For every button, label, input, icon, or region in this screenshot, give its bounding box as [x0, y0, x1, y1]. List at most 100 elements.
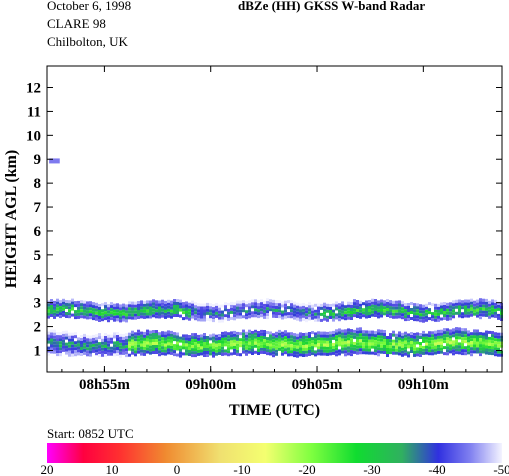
radar-cell	[179, 339, 182, 343]
radar-cell	[200, 349, 203, 353]
radar-cell	[311, 307, 314, 311]
radar-cell	[374, 349, 377, 353]
radar-cell	[236, 349, 239, 353]
radar-cell	[59, 312, 62, 316]
radar-cell	[392, 339, 395, 343]
radar-cell	[176, 299, 179, 302]
radar-cell	[185, 334, 188, 338]
radar-cell	[368, 300, 371, 303]
radar-cell	[437, 344, 440, 348]
radar-cell	[245, 334, 248, 338]
radar-cell	[371, 301, 374, 305]
radar-cell	[77, 337, 80, 341]
radar-cell	[467, 302, 470, 306]
radar-cell	[395, 315, 398, 319]
radar-cell	[101, 315, 104, 319]
radar-cell	[401, 301, 404, 305]
radar-cell	[116, 315, 119, 319]
radar-cell	[128, 313, 131, 317]
radar-cell	[206, 308, 209, 312]
radar-cell	[365, 351, 368, 355]
radar-cell	[425, 336, 428, 340]
radar-cell	[458, 305, 461, 309]
radar-cell	[296, 342, 299, 346]
radar-cell	[419, 310, 422, 314]
radar-cell	[233, 308, 236, 312]
radar-cell	[398, 340, 401, 344]
radar-cell	[491, 299, 494, 303]
radar-cell	[431, 343, 434, 347]
radar-cell	[446, 334, 449, 338]
radar-cell	[254, 308, 257, 312]
radar-cell	[146, 329, 149, 333]
radar-cell	[47, 300, 50, 304]
radar-cell	[344, 305, 347, 309]
radar-cell	[398, 315, 401, 319]
radar-cell	[461, 337, 464, 341]
radar-cell	[242, 344, 245, 348]
radar-cell	[449, 350, 452, 354]
radar-cell	[230, 304, 233, 308]
radar-cell	[332, 348, 335, 352]
radar-cell	[470, 304, 473, 308]
radar-cell	[446, 346, 449, 350]
radar-cell	[56, 350, 59, 354]
radar-cell	[218, 352, 221, 355]
radar-cell	[353, 305, 356, 309]
radar-cell	[347, 349, 350, 353]
radar-cell	[218, 349, 221, 352]
radar-cell	[230, 331, 233, 335]
radar-cell	[107, 346, 110, 350]
radar-cell	[425, 309, 428, 313]
radar-cell	[497, 338, 500, 342]
radar-cell	[158, 350, 161, 354]
radar-cell	[446, 349, 449, 353]
radar-cell	[56, 332, 59, 336]
radar-cell	[386, 348, 389, 351]
radar-cell	[335, 344, 338, 348]
radar-cell	[464, 302, 467, 306]
radar-cell	[182, 317, 185, 321]
radar-cell	[497, 313, 500, 317]
radar-cell	[191, 351, 194, 355]
radar-cell	[458, 348, 461, 352]
radar-cell	[257, 312, 260, 316]
radar-cell	[473, 347, 476, 351]
radar-cell	[356, 339, 359, 343]
radar-cell	[161, 305, 164, 309]
radar-cell	[245, 337, 248, 341]
radar-cell	[491, 334, 494, 338]
radar-cell	[383, 342, 386, 345]
radar-cell	[425, 318, 428, 322]
radar-cell	[404, 312, 407, 316]
radar-cell	[149, 300, 152, 304]
radar-cell	[320, 352, 323, 356]
radar-cell	[227, 353, 230, 357]
radar-cell	[98, 348, 101, 352]
radar-cell	[329, 352, 332, 356]
radar-cell	[470, 338, 473, 342]
radar-cell	[245, 349, 248, 353]
radar-cell	[350, 350, 353, 354]
radar-cell	[71, 344, 74, 348]
radar-cell	[341, 344, 344, 348]
radar-cell	[281, 340, 284, 344]
radar-cell	[293, 351, 296, 355]
radar-cell	[329, 349, 332, 353]
radar-cell	[452, 300, 455, 304]
radar-cell	[308, 350, 311, 353]
radar-cell	[122, 336, 125, 340]
radar-cell	[452, 306, 455, 310]
radar-cell	[191, 315, 194, 319]
radar-cell	[53, 329, 56, 333]
radar-cell	[158, 306, 161, 310]
radar-cell	[98, 351, 101, 355]
radar-cell	[116, 306, 119, 310]
radar-cell	[371, 351, 374, 355]
radar-cell	[89, 301, 92, 305]
radar-cell	[131, 301, 134, 305]
radar-cell	[335, 329, 338, 333]
radar-cell	[47, 334, 50, 338]
radar-cell	[407, 354, 410, 358]
radar-cell	[143, 352, 146, 356]
